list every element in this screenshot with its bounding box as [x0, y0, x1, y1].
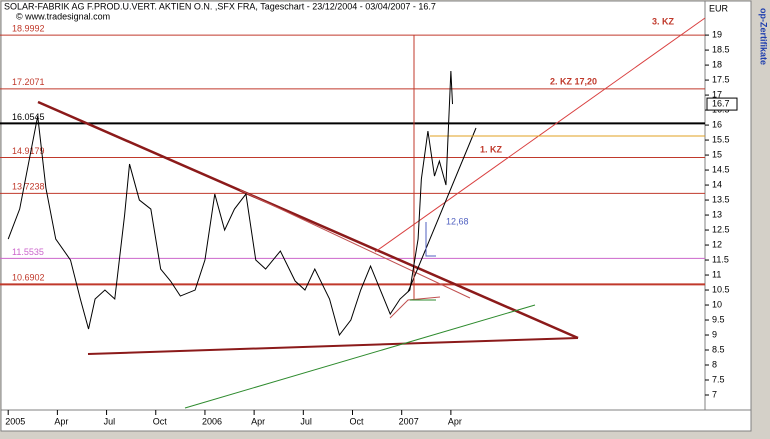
y-tick-label: 9: [712, 329, 717, 339]
x-tick-label: Jul: [104, 416, 116, 426]
y-tick-label: 17: [712, 89, 722, 99]
trend-line: [37, 100, 579, 340]
x-tick-label: 2006: [202, 416, 222, 426]
y-tick-label: 14.5: [712, 164, 730, 174]
chart-title: SOLAR-FABRIK AG F.PROD.U.VERT. AKTIEN O.…: [4, 1, 436, 11]
y-tick-label: 8: [712, 359, 717, 369]
plot-background: [0, 0, 752, 432]
annotation: 12,68: [446, 216, 469, 226]
trend-line: [374, 17, 706, 253]
trend-line: [425, 222, 436, 257]
y-tick-label: 15: [712, 149, 722, 159]
y-tick-label: 11: [712, 269, 721, 279]
y-tick-label: 18: [712, 59, 722, 69]
y-tick-label: 9.5: [712, 314, 725, 324]
annotation: 3. KZ: [652, 16, 675, 26]
y-tick-label: 13.5: [712, 194, 730, 204]
last-price-label: 16.7: [712, 98, 730, 108]
y-tick-label: 10: [712, 299, 722, 309]
price-line: [7, 71, 454, 337]
y-tick-label: 17.5: [712, 74, 730, 84]
annotation: 1. KZ: [480, 144, 503, 154]
side-label: op-Zertifikate: [759, 8, 769, 65]
level-label: 17.2071: [12, 77, 45, 87]
level-label: 10.6902: [12, 273, 45, 283]
y-tick-label: 19: [712, 29, 722, 39]
trend-line: [184, 304, 536, 409]
y-tick-label: 11.5: [712, 254, 729, 264]
x-tick-label: 2005: [5, 416, 25, 426]
x-tick-label: Apr: [251, 416, 265, 426]
y-tick-label: 18.5: [712, 44, 730, 54]
level-label: 16.0545: [12, 112, 45, 122]
level-label: 13.7238: [12, 182, 45, 192]
x-tick-label: 2007: [399, 416, 419, 426]
trend-line: [87, 337, 579, 355]
x-tick-label: Apr: [448, 416, 462, 426]
y-tick-label: 15.5: [712, 134, 730, 144]
level-label: 14.9179: [12, 146, 45, 156]
level-label: 11.5535: [12, 247, 44, 257]
trend-line: [239, 189, 471, 299]
x-tick-label: Apr: [54, 416, 68, 426]
x-tick-label: Oct: [350, 416, 365, 426]
level-label: 18.9992: [12, 23, 45, 33]
last-price-box: [706, 97, 738, 111]
y-tick-label: 12: [712, 239, 722, 249]
y-tick-label: 7: [712, 389, 717, 399]
y-tick-label: 12.5: [712, 224, 730, 234]
x-tick-label: Oct: [153, 416, 168, 426]
trend-lines: [37, 17, 706, 409]
y-axis-label: EUR: [709, 3, 729, 13]
y-tick-label: 16: [712, 119, 722, 129]
levels: 18.9992 17.2071 16.0545 14.9179 13.7238 11.55…: [0, 23, 705, 286]
y-tick-label: 14: [712, 179, 722, 189]
source: © www.tradesignal.com: [16, 11, 110, 21]
y-tick-label: 7.5: [712, 374, 725, 384]
plot: [7, 71, 454, 337]
y-tick-label: 13: [712, 209, 722, 219]
y-tick-label: 10.5: [712, 284, 730, 294]
trend-line: [389, 296, 441, 319]
x-tick-label: Jul: [300, 416, 312, 426]
annotation: 2. KZ 17,20: [550, 76, 597, 86]
y-tick-label: 8.5: [712, 344, 725, 354]
trend-line: [407, 127, 477, 293]
